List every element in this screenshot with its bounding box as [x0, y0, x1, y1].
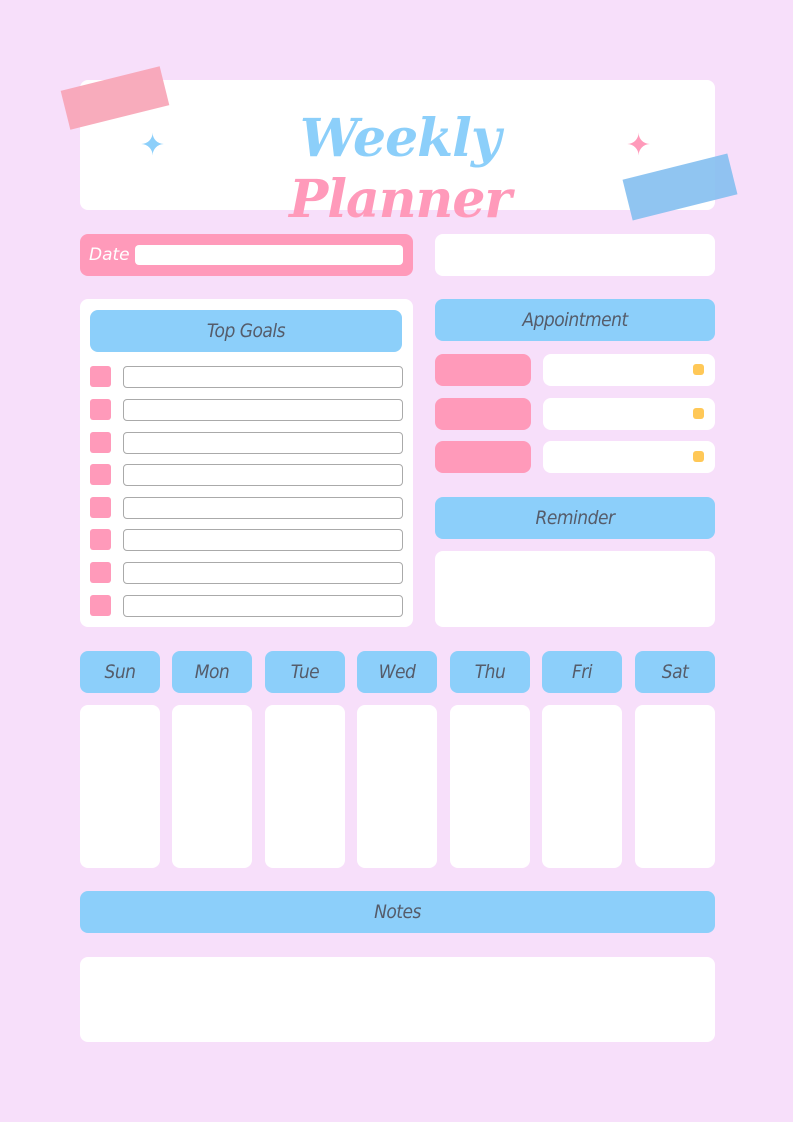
goal-line-input[interactable] [123, 366, 403, 388]
appointment-time-field[interactable] [435, 441, 531, 473]
goal-line-input[interactable] [123, 595, 403, 617]
goal-line-input[interactable] [123, 432, 403, 454]
appointment-time-field[interactable] [435, 354, 531, 386]
goal-line-input[interactable] [123, 399, 403, 421]
header-extra-field[interactable] [435, 234, 715, 276]
date-input[interactable] [135, 245, 403, 265]
goal-line-input[interactable] [123, 529, 403, 551]
goal-checkbox[interactable] [90, 595, 111, 616]
notes-box[interactable] [80, 957, 715, 1042]
day-heading-sun: Sun [80, 651, 160, 693]
day-heading-mon: Mon [172, 651, 252, 693]
appointment-detail-field[interactable] [543, 354, 715, 386]
day-box-thu[interactable] [450, 705, 530, 868]
appointment-marker-icon [693, 408, 704, 419]
day-heading-wed: Wed [357, 651, 437, 693]
day-heading-sat: Sat [635, 651, 715, 693]
notes-heading: Notes [80, 891, 715, 933]
goal-line-input[interactable] [123, 497, 403, 519]
appointment-detail-field[interactable] [543, 441, 715, 473]
day-box-mon[interactable] [172, 705, 252, 868]
date-label: Date [89, 245, 130, 265]
appointment-time-field[interactable] [435, 398, 531, 430]
goal-checkbox[interactable] [90, 366, 111, 387]
goal-checkbox[interactable] [90, 529, 111, 550]
title-planner: Planner [289, 169, 512, 230]
goal-checkbox[interactable] [90, 464, 111, 485]
goal-checkbox[interactable] [90, 497, 111, 518]
goal-checkbox[interactable] [90, 399, 111, 420]
day-heading-fri: Fri [542, 651, 622, 693]
reminder-box[interactable] [435, 551, 715, 627]
appointment-marker-icon [693, 364, 704, 375]
page-title: Weekly Planner [185, 108, 615, 230]
sparkle-icon-right: ✦ [626, 128, 652, 163]
top-goals-heading: Top Goals [90, 310, 402, 352]
appointment-heading: Appointment [435, 299, 715, 341]
title-weekly: Weekly [299, 108, 501, 169]
goal-line-input[interactable] [123, 464, 403, 486]
day-heading-thu: Thu [450, 651, 530, 693]
title-card [80, 80, 715, 210]
day-box-tue[interactable] [265, 705, 345, 868]
goal-line-input[interactable] [123, 562, 403, 584]
day-box-fri[interactable] [542, 705, 622, 868]
goal-checkbox[interactable] [90, 432, 111, 453]
day-heading-tue: Tue [265, 651, 345, 693]
appointment-marker-icon [693, 451, 704, 462]
reminder-heading: Reminder [435, 497, 715, 539]
day-box-sun[interactable] [80, 705, 160, 868]
goal-checkbox[interactable] [90, 562, 111, 583]
sparkle-icon-left: ✦ [140, 128, 166, 163]
day-box-sat[interactable] [635, 705, 715, 868]
appointment-detail-field[interactable] [543, 398, 715, 430]
day-box-wed[interactable] [357, 705, 437, 868]
